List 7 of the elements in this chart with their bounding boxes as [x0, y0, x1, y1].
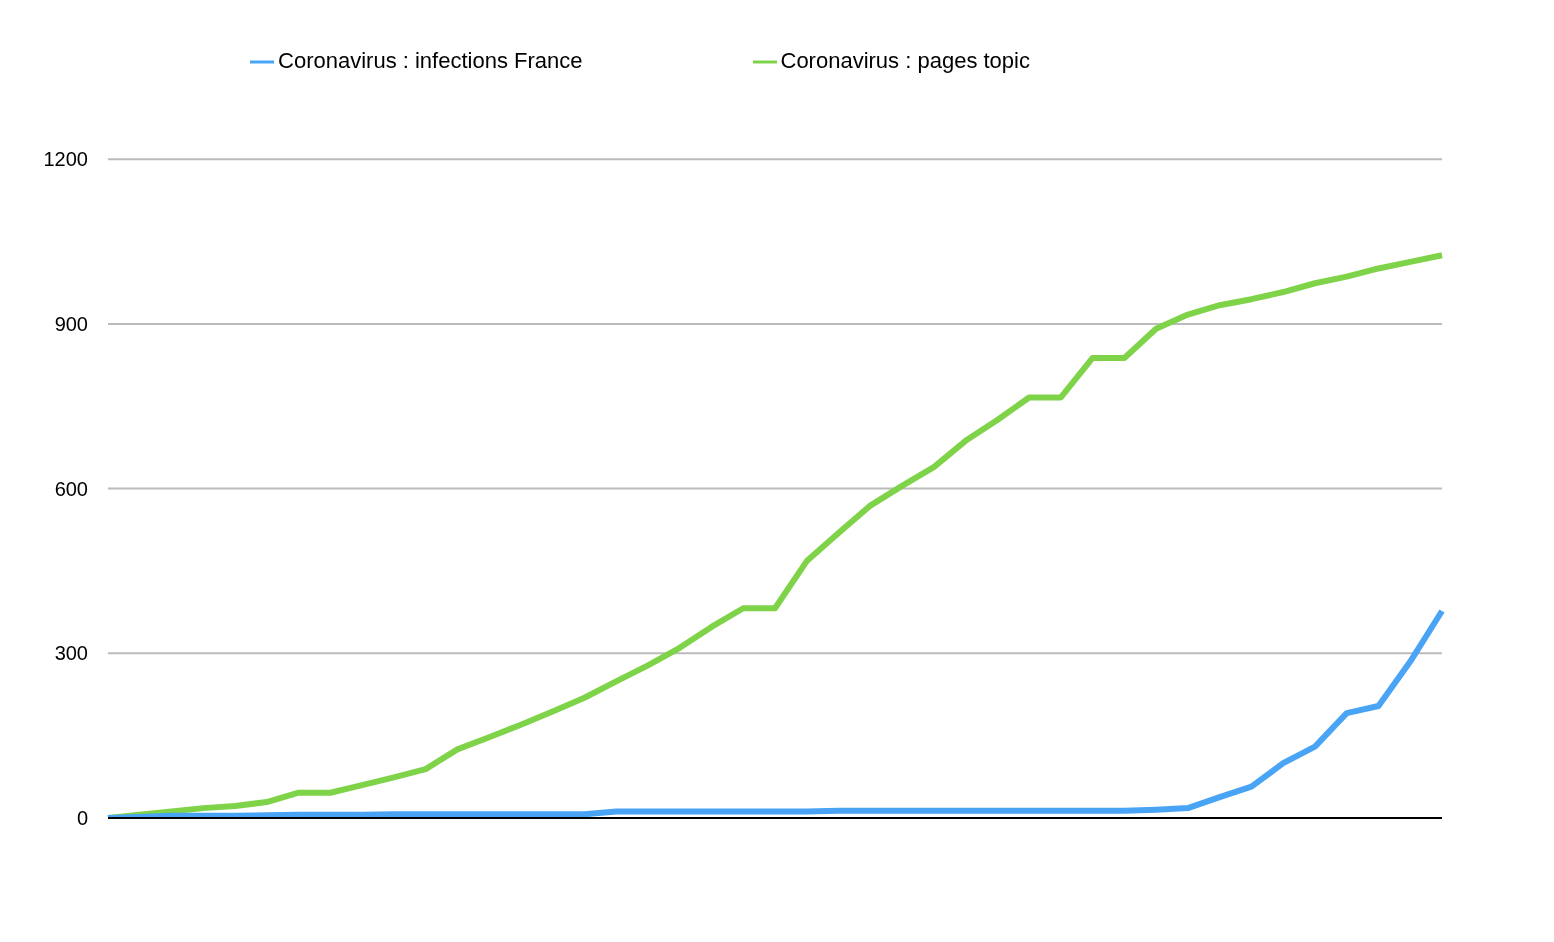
- y-tick-label: 900: [54, 312, 88, 335]
- y-tick-label: 0: [76, 807, 88, 830]
- legend-label: Coronavirus : infections France: [278, 48, 583, 73]
- legend-label: Coronavirus : pages topic: [780, 48, 1030, 73]
- y-tick-label: 600: [54, 477, 88, 500]
- y-tick-label: 1200: [43, 148, 88, 171]
- y-tick-label: 300: [54, 642, 88, 665]
